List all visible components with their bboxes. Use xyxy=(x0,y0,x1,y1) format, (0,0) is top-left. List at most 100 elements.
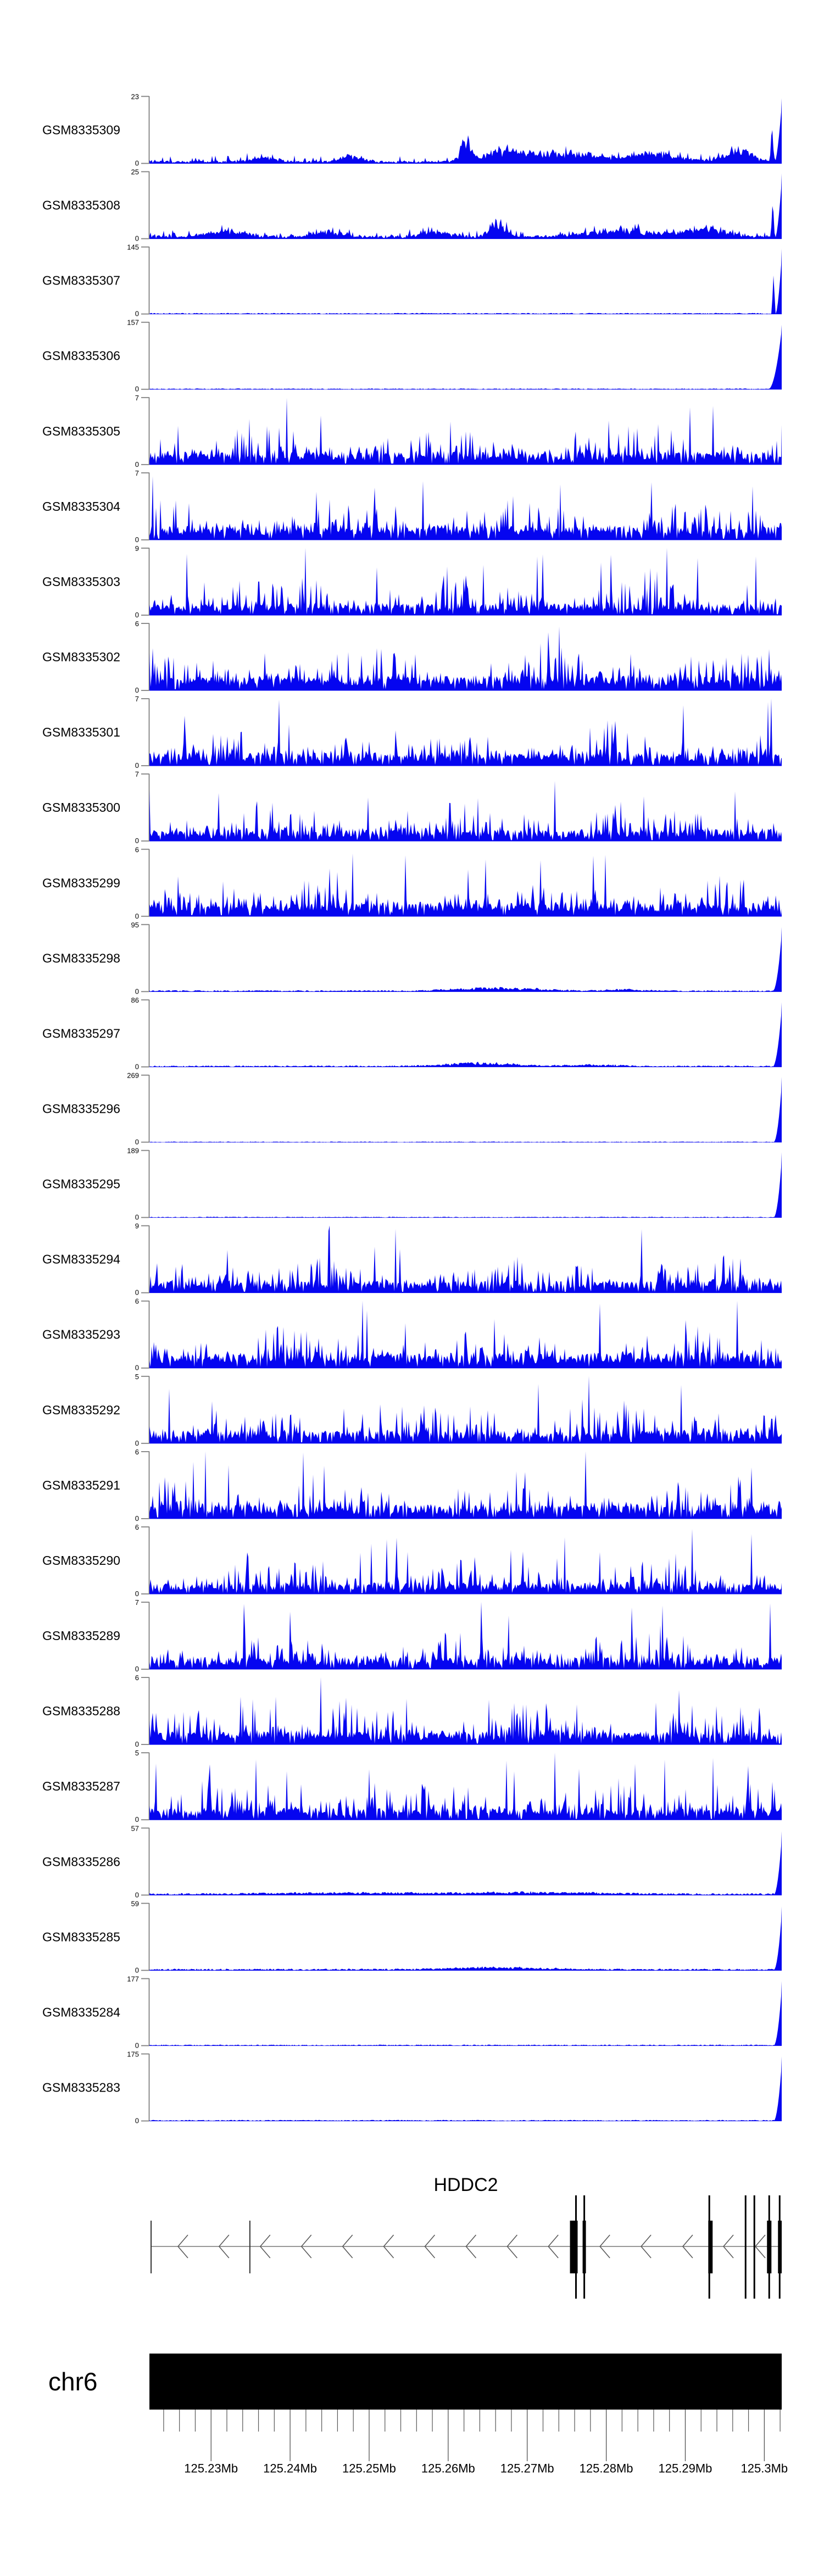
track-sample-label: GSM8335304 xyxy=(42,499,120,514)
track-row: GSM8335290 6 0 xyxy=(42,1523,782,1598)
y-axis-zero-label: 0 xyxy=(135,611,139,619)
coverage-signal xyxy=(149,98,782,164)
cds-exon-box xyxy=(767,2221,772,2273)
track-sample-label: GSM8335284 xyxy=(42,2005,120,2019)
chromosome-label: chr6 xyxy=(48,2367,97,2396)
y-axis-max-label: 157 xyxy=(127,319,139,327)
track-sample-label: GSM8335293 xyxy=(42,1328,120,1342)
coverage-signal xyxy=(149,1752,782,1820)
track-sample-label: GSM8335298 xyxy=(42,951,120,965)
y-axis-zero-label: 0 xyxy=(135,1213,139,1222)
track-sample-label: GSM8335283 xyxy=(42,2080,120,2094)
track-row: GSM8335303 9 0 xyxy=(42,544,782,619)
y-axis-zero-label: 0 xyxy=(135,159,139,168)
y-axis-zero-label: 0 xyxy=(135,1665,139,1673)
track-row: GSM8335294 9 0 xyxy=(42,1222,782,1297)
coverage-signal xyxy=(149,927,782,992)
track-row: GSM8335297 86 0 xyxy=(42,996,782,1070)
y-axis-zero-label: 0 xyxy=(135,912,139,920)
y-axis-zero-label: 0 xyxy=(135,536,139,544)
minus-strand-arrow xyxy=(177,2234,188,2259)
genome-axis-ruler: 125.23Mb 125.24Mb 125.25Mb 125.26Mb 125.27Mb… xyxy=(163,2410,788,2475)
track-row: GSM8335298 95 0 xyxy=(42,921,782,995)
gene-title: HDDC2 xyxy=(433,2174,498,2195)
y-axis-max-label: 6 xyxy=(135,1448,139,1456)
coverage-signal xyxy=(149,698,782,766)
y-axis-zero-label: 0 xyxy=(135,1891,139,1899)
chromosome-bar xyxy=(149,2354,782,2410)
y-axis-max-label: 7 xyxy=(135,695,139,703)
track-sample-label: GSM8335302 xyxy=(42,650,120,664)
cds-exon-box xyxy=(708,2221,713,2273)
y-axis-max-label: 25 xyxy=(131,168,139,176)
y-axis-max-label: 7 xyxy=(135,770,139,778)
track-sample-label: GSM8335289 xyxy=(42,1629,120,1643)
track-row: GSM8335283 175 0 xyxy=(42,2050,782,2125)
minus-strand-arrow xyxy=(506,2234,517,2259)
coverage-signal xyxy=(149,1451,782,1519)
track-row: GSM8335292 5 0 xyxy=(42,1373,782,1447)
minus-strand-arrow xyxy=(641,2234,652,2259)
coverage-signal xyxy=(149,1677,782,1745)
track-row: GSM8335306 157 0 xyxy=(42,319,782,393)
track-row: GSM8335284 177 0 xyxy=(42,1975,782,2049)
y-axis-zero-label: 0 xyxy=(135,686,139,694)
track-sample-label: GSM8335306 xyxy=(42,349,120,363)
y-axis-zero-label: 0 xyxy=(135,1138,139,1146)
y-axis-max-label: 95 xyxy=(131,921,139,929)
coverage-signal xyxy=(149,1981,782,2046)
y-axis-zero-label: 0 xyxy=(135,310,139,318)
track-sample-label: GSM8335297 xyxy=(42,1026,120,1040)
track-row: GSM8335300 7 0 xyxy=(42,770,782,845)
transcript-boundary-line xyxy=(151,2221,152,2273)
coverage-signal xyxy=(149,1602,782,1670)
track-row: GSM8335293 6 0 xyxy=(42,1297,782,1372)
y-axis-max-label: 177 xyxy=(127,1975,139,1983)
track-sample-label: GSM8335308 xyxy=(42,198,120,213)
track-sample-label: GSM8335303 xyxy=(42,575,120,589)
exon-line xyxy=(753,2195,755,2299)
track-sample-label: GSM8335307 xyxy=(42,274,120,288)
coverage-tracks-layer: GSM8335309230GSM8335308250GSM83353071450… xyxy=(42,93,782,2125)
y-axis-zero-label: 0 xyxy=(135,1439,139,1447)
track-sample-label: GSM8335296 xyxy=(42,1101,120,1116)
track-row: GSM8335289 7 0 xyxy=(42,1598,782,1673)
coverage-signal xyxy=(149,1225,782,1293)
minus-strand-arrow xyxy=(383,2234,394,2259)
track-sample-label: GSM8335286 xyxy=(42,1854,120,1869)
coverage-signal xyxy=(149,1831,782,1895)
y-axis-max-label: 6 xyxy=(135,845,139,854)
track-sample-label: GSM8335292 xyxy=(42,1403,120,1417)
y-axis-zero-label: 0 xyxy=(135,761,139,770)
track-row: GSM8335301 7 0 xyxy=(42,695,782,770)
coverage-signal xyxy=(149,248,782,315)
track-row: GSM8335286 57 0 xyxy=(42,1824,782,1899)
y-axis-max-label: 7 xyxy=(135,394,139,402)
coverage-signal xyxy=(149,1376,782,1444)
track-row: GSM8335296 269 0 xyxy=(42,1071,782,1146)
coverage-signal xyxy=(149,548,782,616)
track-row: GSM8335288 6 0 xyxy=(42,1674,782,1748)
y-axis-max-label: 145 xyxy=(127,243,139,252)
y-axis-max-label: 269 xyxy=(127,1071,139,1079)
minus-strand-arrow xyxy=(342,2234,353,2259)
track-row: GSM8335285 59 0 xyxy=(42,1899,782,1974)
y-axis-zero-label: 0 xyxy=(135,385,139,393)
coverage-signal xyxy=(149,1906,782,1971)
ruler-tick-label: 125.29Mb xyxy=(659,2462,712,2475)
track-sample-label: GSM8335290 xyxy=(42,1553,120,1568)
cds-exon-box xyxy=(582,2221,586,2273)
track-sample-label: GSM8335291 xyxy=(42,1478,120,1492)
track-row: GSM8335309 23 0 xyxy=(42,93,782,168)
ruler-tick-label: 125.3Mb xyxy=(741,2462,788,2475)
track-sample-label: GSM8335295 xyxy=(42,1177,120,1191)
gene-model: HDDC2 xyxy=(151,2174,782,2299)
y-axis-max-label: 59 xyxy=(131,1899,139,1908)
coverage-signal xyxy=(149,325,782,390)
coverage-signal xyxy=(149,2056,782,2121)
minus-strand-arrow xyxy=(682,2234,693,2259)
y-axis-zero-label: 0 xyxy=(135,460,139,469)
track-sample-label: GSM8335301 xyxy=(42,725,120,739)
minus-strand-arrow xyxy=(599,2234,610,2259)
